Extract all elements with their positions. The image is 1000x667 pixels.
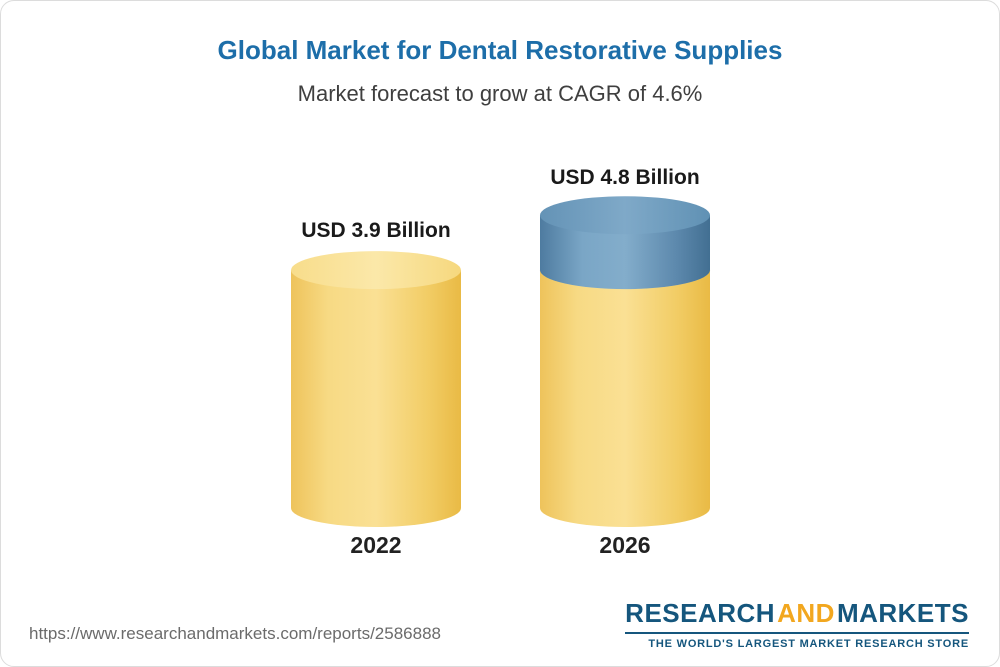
value-label-2026: USD 4.8 Billion [550, 166, 700, 189]
chart-title: Global Market for Dental Restorative Sup… [217, 35, 783, 65]
logo-wordmark: RESEARCHANDMARKETS [625, 598, 969, 629]
logo-word-and: AND [777, 598, 835, 628]
category-label-2022: 2022 [350, 532, 402, 558]
logo-tagline: THE WORLD'S LARGEST MARKET RESEARCH STOR… [648, 638, 969, 650]
research-and-markets-logo: RESEARCHANDMARKETS THE WORLD'S LARGEST M… [625, 598, 969, 650]
logo-word-markets: MARKETS [836, 598, 969, 628]
value-label-2022: USD 3.9 Billion [301, 219, 451, 242]
logo-divider [625, 632, 969, 634]
report-url: https://www.researchandmarkets.com/repor… [29, 624, 441, 643]
category-label-2026: 2026 [599, 532, 651, 558]
cylinder-bar-2022 [291, 251, 461, 527]
logo-word-research: RESEARCH [625, 598, 776, 628]
cylinder-bar-2026 [540, 196, 710, 527]
chart-subtitle: Market forecast to grow at CAGR of 4.6% [297, 81, 703, 106]
